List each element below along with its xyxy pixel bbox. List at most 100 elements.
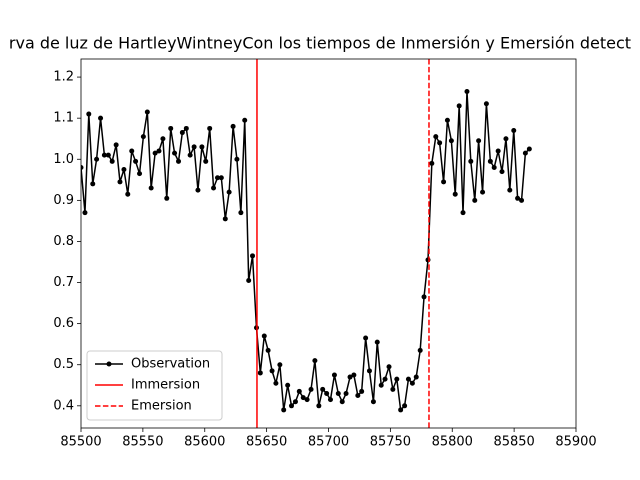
data-point: [409, 380, 415, 386]
x-tick-label: 85800: [432, 435, 473, 450]
data-point: [121, 167, 127, 173]
data-point: [261, 333, 267, 339]
legend-marker: [106, 361, 112, 367]
data-point: [222, 216, 228, 222]
data-point: [214, 175, 220, 181]
y-tick-label: 0.9: [53, 193, 74, 208]
data-point: [156, 148, 162, 154]
y-tick-label: 0.8: [53, 234, 74, 249]
y-tick-label: 0.5: [53, 357, 74, 372]
data-point: [402, 403, 408, 409]
data-point: [421, 294, 427, 300]
data-point: [187, 152, 193, 158]
x-tick-label: 85850: [493, 435, 534, 450]
data-point: [382, 376, 388, 382]
x-tick-label: 85600: [184, 435, 225, 450]
data-point: [456, 103, 462, 109]
y-tick-label: 1.0: [53, 152, 74, 167]
data-point: [480, 189, 486, 195]
data-point: [117, 179, 123, 185]
data-point: [281, 407, 287, 413]
y-tick-label: 0.4: [53, 398, 74, 413]
data-point: [133, 158, 139, 164]
data-point: [394, 376, 400, 382]
data-point: [164, 195, 170, 201]
x-tick-label: 85500: [60, 435, 101, 450]
data-point: [363, 335, 369, 341]
data-point: [101, 152, 107, 158]
legend-label: Emersion: [131, 399, 192, 414]
data-point: [378, 382, 384, 388]
data-point: [199, 144, 205, 150]
data-point: [413, 374, 419, 380]
legend-label: Immersion: [131, 378, 200, 393]
data-point: [511, 127, 517, 133]
data-point: [487, 158, 493, 164]
x-tick-label: 85650: [246, 435, 287, 450]
data-point: [495, 148, 501, 154]
data-point: [339, 399, 345, 405]
data-point: [320, 386, 326, 392]
data-point: [82, 210, 88, 216]
data-point: [296, 388, 302, 394]
data-point: [246, 277, 252, 283]
data-point: [137, 171, 143, 177]
data-point: [172, 150, 178, 156]
data-point: [125, 191, 131, 197]
data-point: [464, 88, 470, 94]
data-point: [90, 181, 96, 187]
data-point: [285, 382, 291, 388]
data-point: [94, 156, 100, 162]
data-point: [335, 390, 341, 396]
data-point: [433, 134, 439, 140]
data-point: [507, 187, 513, 193]
data-point: [250, 253, 256, 259]
data-point: [522, 150, 528, 156]
data-point: [300, 395, 306, 401]
data-point: [183, 125, 189, 131]
data-point: [292, 399, 298, 405]
data-point: [347, 374, 353, 380]
data-point: [425, 257, 431, 263]
data-point: [195, 187, 201, 193]
data-point: [366, 368, 372, 374]
data-point: [176, 158, 182, 164]
data-point: [324, 390, 330, 396]
data-point: [452, 191, 458, 197]
data-point: [472, 197, 478, 203]
data-point: [230, 123, 236, 129]
data-point: [468, 158, 474, 164]
y-tick-label: 1.1: [53, 111, 74, 126]
data-point: [113, 142, 119, 148]
data-point: [316, 403, 322, 409]
data-point: [331, 372, 337, 378]
data-point: [257, 370, 263, 376]
data-point: [441, 179, 447, 185]
data-point: [370, 399, 376, 405]
data-point: [444, 117, 450, 123]
data-point: [437, 140, 443, 146]
data-point: [140, 134, 146, 140]
data-point: [312, 358, 318, 364]
data-point: [304, 397, 310, 403]
data-point: [179, 130, 185, 136]
data-point: [234, 156, 240, 162]
data-point: [265, 347, 271, 353]
data-point: [359, 388, 365, 394]
data-point: [191, 144, 197, 150]
data-point: [129, 148, 135, 154]
data-point: [168, 125, 174, 131]
data-point: [226, 189, 232, 195]
data-point: [405, 376, 411, 382]
data-point: [390, 386, 396, 392]
data-point: [242, 117, 248, 123]
data-point: [203, 158, 209, 164]
data-point: [343, 390, 349, 396]
data-point: [288, 403, 294, 409]
y-tick-label: 0.6: [53, 316, 74, 331]
data-point: [98, 115, 104, 121]
data-point: [519, 197, 525, 203]
y-tick-label: 0.7: [53, 275, 74, 290]
